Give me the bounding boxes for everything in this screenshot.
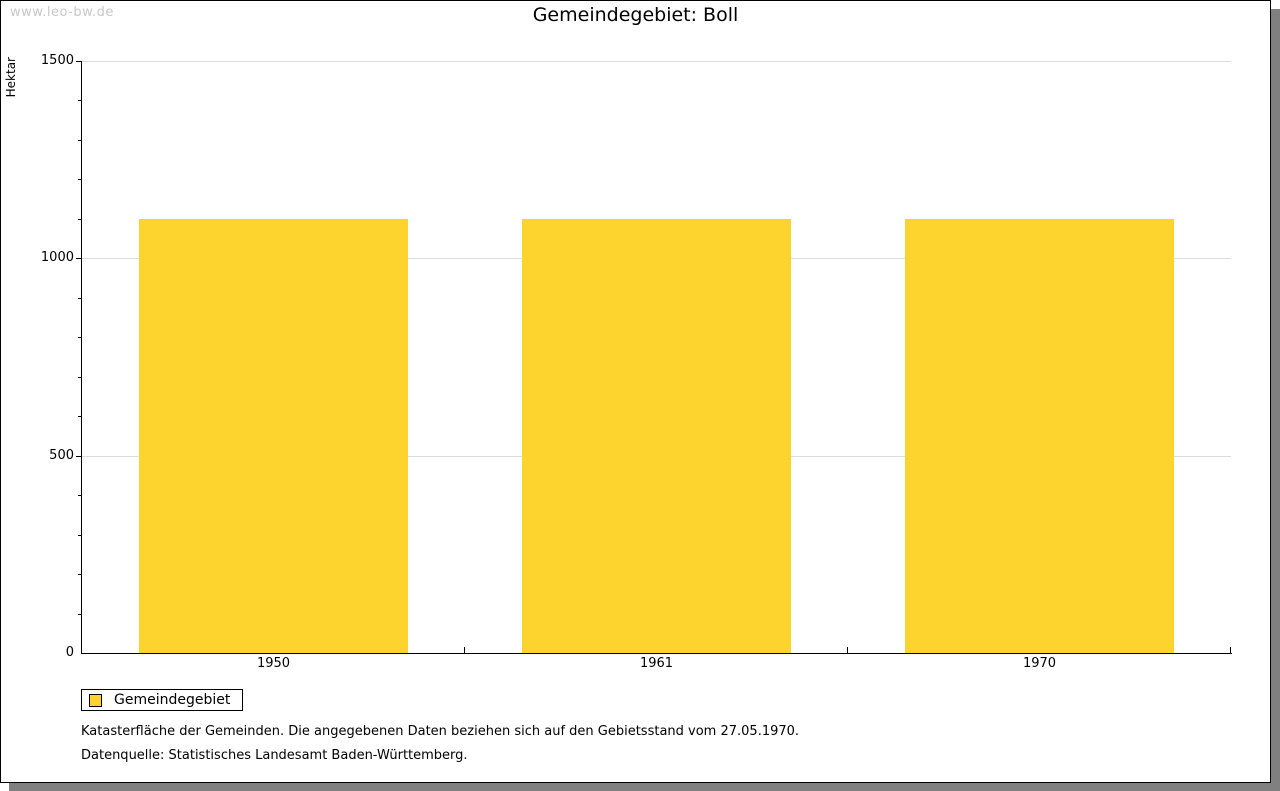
x-axis-tick	[847, 647, 848, 653]
x-tick-label: 1961	[639, 656, 674, 671]
y-axis-tick	[78, 495, 82, 497]
y-axis-tick	[78, 416, 82, 418]
y-axis-tick	[78, 297, 82, 299]
y-axis-tick	[78, 534, 82, 536]
y-tick-label: 500	[49, 447, 74, 463]
x-axis-tick	[1230, 647, 1231, 653]
y-tick-label: 0	[65, 645, 74, 660]
y-axis-tick	[78, 179, 82, 181]
y-axis-tick	[76, 258, 82, 260]
footnote-source: Datenquelle: Statistisches Landesamt Bad…	[81, 748, 468, 763]
y-axis-tick	[78, 218, 82, 220]
x-tick-label: 1970	[1022, 656, 1057, 671]
legend-swatch-icon	[89, 693, 102, 707]
bar-1961	[522, 218, 791, 653]
chart-title: Gemeindegebiet: Boll	[532, 4, 739, 26]
x-axis-tick	[464, 647, 465, 653]
footnote-note: Katasterfläche der Gemeinden. Die angege…	[81, 724, 800, 739]
y-axis-tick	[76, 61, 82, 62]
legend-label: Gemeindegebiet	[114, 692, 231, 708]
plot-area: 0 500 1000 1500 1950 1961 1970	[41, 53, 1231, 671]
y-axis-tick	[78, 574, 82, 576]
y-tick-label: 1500	[40, 53, 74, 68]
y-axis-tick	[78, 613, 82, 615]
y-axis-tick	[78, 139, 82, 141]
watermark-text: www.leo-bw.de	[10, 5, 114, 20]
y-axis-line	[81, 61, 82, 654]
bar-1950	[139, 218, 408, 653]
legend: Gemeindegebiet	[81, 689, 244, 711]
gridline	[82, 61, 1231, 62]
y-axis-tick	[78, 376, 82, 378]
x-axis-line	[81, 653, 1232, 654]
y-axis-tick	[78, 100, 82, 102]
x-tick-label: 1950	[256, 656, 291, 671]
bar-1970	[905, 218, 1174, 653]
y-tick-label: 1000	[40, 250, 74, 266]
y-axis-tick	[78, 337, 82, 339]
y-axis-tick	[76, 455, 82, 457]
